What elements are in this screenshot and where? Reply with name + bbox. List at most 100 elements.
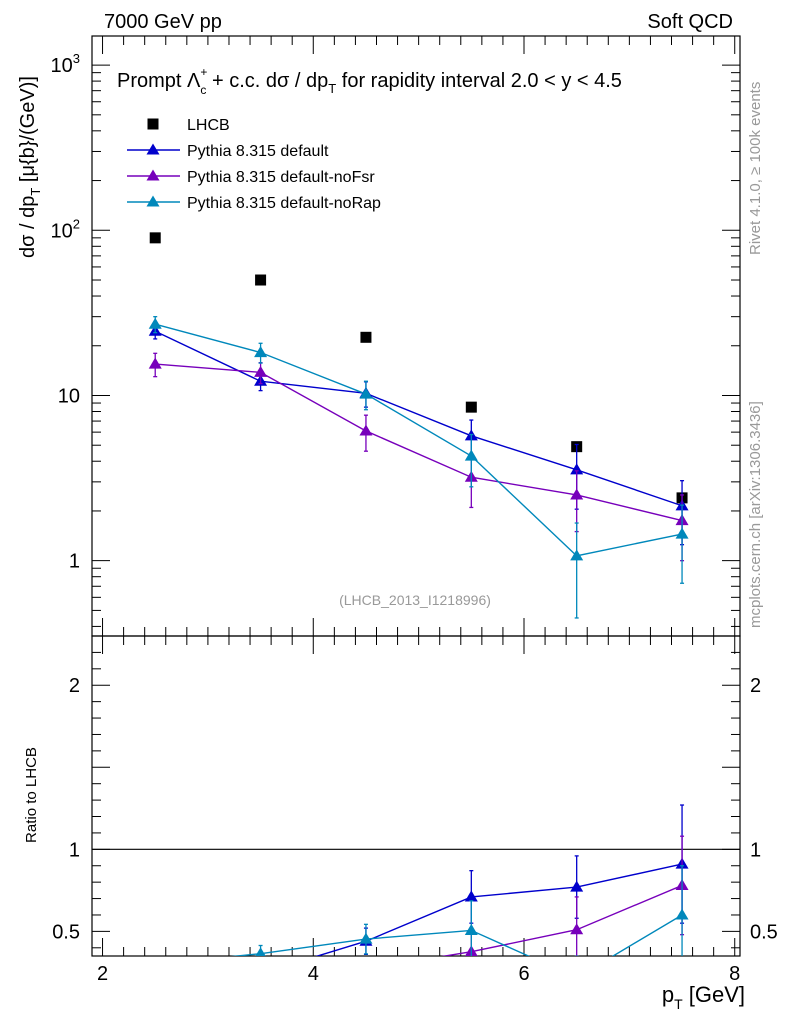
x-axis-label: pT [GeV] bbox=[662, 982, 745, 1012]
data-point-pythia-8-315-default-norap bbox=[148, 317, 162, 329]
title-prefix: Prompt Λ bbox=[117, 70, 201, 92]
data-point-pythia-8-315-default-norap bbox=[464, 449, 478, 461]
ratio-ytick-label-left: 2 bbox=[69, 675, 80, 697]
ratio-line-pythia-8-315-default-nofsr bbox=[440, 884, 683, 956]
ratio-ytick-label-left: 1 bbox=[69, 839, 80, 861]
chart-title: Prompt Λ+ c + c.c. dσ / dpT for rapidity … bbox=[117, 65, 622, 97]
legend-item-pythia-8-315-default-norap: Pythia 8.315 default-noRap bbox=[127, 195, 381, 212]
ratio-series-pythia-8-315-default-nofsr bbox=[254, 835, 689, 973]
legend-item-pythia-8-315-default-nofsr: Pythia 8.315 default-noFsr bbox=[127, 169, 375, 186]
data-point-pythia-8-315-default-norap bbox=[570, 549, 584, 561]
main-ytick-label: 103 bbox=[51, 51, 80, 77]
ratio-point-pythia-8-315-default-nofsr bbox=[570, 923, 584, 935]
x-tick-label: 4 bbox=[308, 963, 319, 985]
data-point-pythia-8-315-default-nofsr bbox=[359, 424, 373, 436]
title-suffix: for rapidity interval 2.0 < y < 4.5 bbox=[336, 70, 622, 92]
legend-label-lhcb: LHCB bbox=[187, 117, 230, 134]
ratio-point-pythia-8-315-default-nofsr bbox=[254, 962, 267, 973]
ratio-point-pythia-8-315-default-norap bbox=[255, 947, 266, 956]
ratio-point-pythia-8-315-default bbox=[149, 962, 162, 973]
main-ytick-label: 102 bbox=[51, 216, 80, 242]
x-tick-label: 2 bbox=[97, 963, 108, 985]
legend: LHCB Pythia 8.315 default Pythia 8.315 def… bbox=[127, 117, 381, 212]
title-rest-sub: T bbox=[328, 81, 336, 96]
ratio-panel-frame bbox=[91, 635, 741, 957]
legend-marker-lhcb bbox=[147, 118, 159, 130]
x-tick-label: 8 bbox=[729, 963, 740, 985]
title-sub: c bbox=[200, 83, 206, 97]
legend-marker-pythia-8-315-default bbox=[146, 143, 160, 155]
series-pythia-8-315-default-nofsr bbox=[148, 352, 689, 562]
ratio-ticks bbox=[92, 635, 740, 956]
legend-item-lhcb: LHCB bbox=[147, 117, 230, 134]
ratio-point-pythia-8-315-default bbox=[570, 880, 584, 892]
ratio-ytick-label-right: 1 bbox=[750, 839, 761, 861]
main-ylabel-sub: T bbox=[28, 188, 43, 196]
ratio-series bbox=[149, 804, 689, 978]
ratio-point-pythia-8-315-default bbox=[254, 967, 267, 978]
ratio-point-pythia-8-315-default-norap bbox=[149, 958, 162, 969]
x-tick-labels: 2 4 6 8 bbox=[97, 963, 740, 985]
ratio-point-pythia-8-315-default bbox=[464, 890, 478, 902]
main-series bbox=[148, 232, 689, 619]
ratio-point-pythia-8-315-default-norap bbox=[359, 932, 373, 944]
mcplots-label: mcplots.cern.ch [arXiv:1306.3436] bbox=[747, 401, 764, 628]
series-line-pythia-8-315-default-norap bbox=[155, 323, 683, 557]
data-point-lhcb bbox=[255, 274, 267, 286]
ratio-point-pythia-8-315-default-nofsr bbox=[359, 962, 372, 973]
xlabel-main: p bbox=[662, 982, 674, 1007]
data-point-pythia-8-315-default-norap bbox=[359, 387, 373, 399]
data-point-lhcb bbox=[149, 232, 161, 244]
series-line-pythia-8-315-default bbox=[154, 330, 683, 507]
xlabel-sub: T bbox=[674, 996, 683, 1012]
legend-marker-pythia-8-315-default-nofsr bbox=[146, 169, 160, 181]
legend-item-pythia-8-315-default: Pythia 8.315 default bbox=[127, 143, 329, 160]
ratio-plot-area bbox=[149, 804, 689, 978]
main-ytick-label-base: 10 bbox=[58, 385, 80, 407]
main-ticks bbox=[92, 36, 740, 636]
data-point-pythia-8-315-default bbox=[570, 463, 584, 475]
legend-label-pythia-8-315-default: Pythia 8.315 default bbox=[187, 143, 329, 160]
series-line-pythia-8-315-default-nofsr bbox=[155, 363, 683, 522]
ratio-ytick-labels: 0.5 0.5 1 1 2 2 bbox=[52, 675, 778, 943]
data-point-pythia-8-315-default-nofsr bbox=[254, 365, 268, 377]
title-rest: + c.c. dσ / dp bbox=[206, 70, 328, 92]
main-ytick-label-exp: 3 bbox=[73, 51, 80, 66]
ratio-ytick-label-right: 2 bbox=[750, 675, 761, 697]
data-point-pythia-8-315-default-norap bbox=[675, 527, 689, 539]
x-tick-label: 6 bbox=[518, 963, 529, 985]
data-point-lhcb bbox=[360, 331, 372, 343]
header-right-label: Soft QCD bbox=[647, 11, 733, 33]
ratio-panel: 0.5 0.5 1 1 2 2 Ratio to LHCB bbox=[23, 635, 778, 978]
main-ytick-label: 10 bbox=[58, 385, 80, 407]
main-ytick-label-base: 1 bbox=[69, 551, 80, 573]
main-ylabel-a: dσ / dp bbox=[17, 196, 39, 258]
main-ytick-label: 1 bbox=[69, 551, 80, 573]
xlabel-rest: [GeV] bbox=[683, 982, 745, 1007]
data-point-lhcb bbox=[465, 401, 477, 413]
title-sup: + bbox=[200, 65, 207, 79]
main-ylabel: dσ / dpT [μ{b}/(GeV)] bbox=[17, 76, 43, 258]
ratio-line-pythia-8-315-default-norap bbox=[230, 914, 683, 956]
ratio-line-pythia-8-315-default bbox=[315, 863, 683, 956]
series-pythia-8-315-default-norap bbox=[148, 316, 689, 619]
data-point-pythia-8-315-default-norap bbox=[254, 346, 268, 358]
ratio-ytick-label-left: 0.5 bbox=[52, 921, 80, 943]
legend-label-pythia-8-315-default-nofsr: Pythia 8.315 default-noFsr bbox=[187, 169, 375, 186]
ratio-ytick-label-right: 0.5 bbox=[750, 921, 778, 943]
main-ylabel-b: [μ{b}/(GeV)] bbox=[17, 76, 39, 188]
ratio-point-pythia-8-315-default-norap bbox=[464, 923, 478, 935]
data-point-pythia-8-315-default-nofsr bbox=[148, 357, 162, 369]
legend-marker-pythia-8-315-default-norap bbox=[146, 195, 160, 207]
main-ytick-label-exp: 2 bbox=[73, 216, 80, 231]
main-ytick-label-base: 10 bbox=[51, 220, 73, 242]
ratio-point-pythia-8-315-default-norap bbox=[675, 908, 689, 920]
legend-label-pythia-8-315-default-norap: Pythia 8.315 default-noRap bbox=[187, 195, 381, 212]
analysis-id-label: (LHCB_2013_I1218996) bbox=[339, 592, 491, 608]
header-left-label: 7000 GeV pp bbox=[104, 11, 222, 33]
data-point-pythia-8-315-default-nofsr bbox=[570, 488, 584, 500]
series-lhcb bbox=[149, 232, 688, 504]
